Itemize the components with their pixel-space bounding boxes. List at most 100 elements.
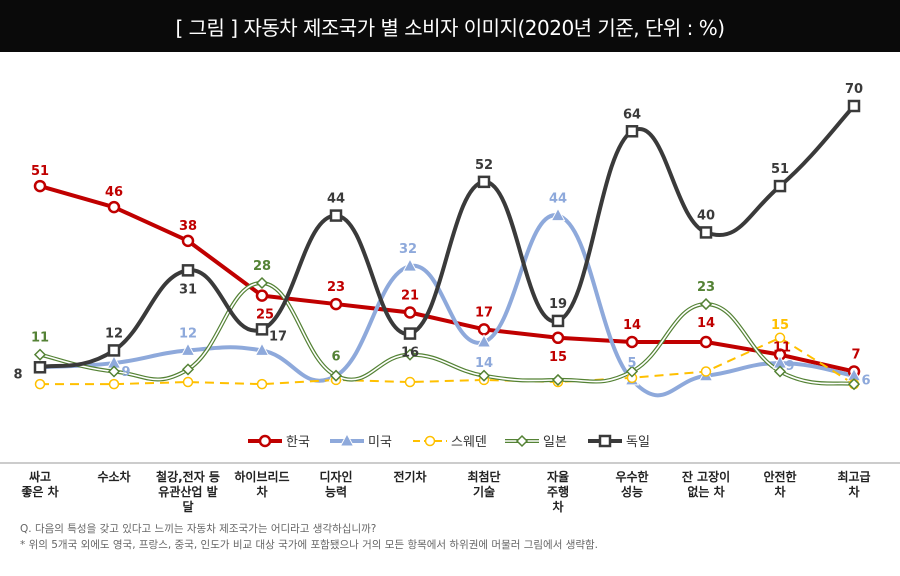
series-0-line [38,184,856,374]
series-1-point-3 [254,342,270,356]
x-tick-label-4: 디자인 능력 [319,469,352,499]
survey-question: Q. 다음의 특성을 갖고 있다고 느끼는 자동차 제조국가는 어디라고 생각하… [20,523,377,535]
legend-item-3-label: 일본 [543,435,567,450]
series-4-point-3 [255,323,269,336]
series-2-point-10 [774,332,786,344]
series-0-point-0 [33,179,47,193]
series-4-point-6 [477,175,491,189]
series-1-label-8: 5 [627,356,636,371]
legend-item-1-label: 미국 [368,435,392,450]
series-4-point-7 [551,314,565,328]
legend-item-4-label: 독일 [626,435,650,450]
series-0-point-8 [625,335,639,349]
x-tick-label-0: 싸고 좋은 차 [21,469,58,499]
series-0-label-0: 51 [31,164,49,179]
series-0-point-6 [477,323,491,336]
series-0-label-4: 23 [327,280,345,295]
series-1-point-5 [402,258,418,272]
series-3-label-4: 6 [331,350,340,365]
legend-item-2-label: 스웨덴 [451,435,487,450]
legend-item-0-marker [258,434,272,448]
series-4-label-9: 40 [697,208,715,223]
series-1-point-2 [180,342,196,356]
series-0-point-1 [107,200,121,214]
x-tick-label-1: 수소차 [97,469,130,484]
series-0-label-5: 21 [401,289,419,304]
series-0-label-3: 25 [256,308,274,323]
series-3-point-10 [773,365,787,378]
series-2-point-9 [700,366,712,377]
legend-item-4-marker [598,434,612,448]
series-3-point-3 [255,276,269,290]
line-chart: 51 46 38 25 23 21 17 15 14 14 11 7 9 12 32 14 44 5 9 6 15 11 2… [0,82,900,514]
data-labels: 51 46 38 25 23 21 17 15 14 14 11 7 9 12 32 14 44 5 9 6 15 11 2… [13,82,870,389]
series-3-label-9: 23 [697,280,715,295]
series-0-point-4 [329,297,343,311]
series-1-label-10: 9 [785,359,794,374]
series-4-label-3: 17 [269,329,287,344]
series-4-label-8: 64 [623,107,641,122]
series-4-point-0 [33,361,47,374]
series-1-label-2: 12 [179,326,197,341]
series-4-point-10 [773,179,787,193]
series-0-label-7: 15 [549,350,567,365]
legend-item-0-label: 한국 [286,435,310,450]
x-tick-label-5: 전기차 [393,469,426,484]
x-tick-label-3: 하이브리드 차 [234,469,289,499]
series-1-line [38,213,856,398]
series-4-label-6: 52 [475,158,493,173]
series-3-point-4 [329,369,343,382]
series-4-line [38,104,856,370]
series-4-point-1 [107,344,121,357]
series-1-label-11: 6 [861,374,870,389]
x-tick-label-9: 잔 고장이 없는 차 [682,469,730,499]
series-1-label-5: 32 [399,242,417,257]
series-0-label-6: 17 [475,305,493,320]
series-lines [38,104,856,398]
series-1-point-6 [476,333,492,348]
series-4-point-9 [699,226,713,239]
x-tick-label-8: 우수한 성능 [615,469,648,499]
series-0-point-3 [255,289,269,302]
series-0-label-10: 11 [773,341,791,356]
series-0-point-9 [699,335,713,349]
series-3-label-0: 11 [31,331,49,346]
series-0-label-11: 7 [851,348,860,363]
series-1-label-6: 14 [475,356,493,371]
legend-item-2-marker [424,435,436,447]
footnotes: Q. 다음의 특성을 갖고 있다고 느끼는 자동차 제조국가는 어디라고 생각하… [20,521,890,553]
series-0-label-9: 14 [697,316,715,331]
series-4-point-8 [625,125,639,138]
x-tick-label-6: 최첨단 기술 [467,469,500,499]
series-0-point-5 [403,306,417,319]
series-3-point-6 [477,369,491,382]
legend-item-1-marker [339,432,355,447]
chart-title: [ 그림 ] 자동차 제조국가 별 소비자 이미지(2020년 기준, 단위 :… [0,0,900,52]
series-2-point-5 [404,376,416,388]
series-2-point-1 [108,378,120,390]
series-4-label-7: 19 [549,297,567,312]
x-tick-label-10: 안전한 차 [763,469,796,499]
series-2-point-0 [34,378,46,390]
series-0-point-2 [181,234,195,248]
series-3-label-3: 28 [253,259,271,274]
x-axis: 싸고 좋은 차 수소차 철강,전자 등 유관산업 발 달 하이브리드 차 디자인 능력 전기차 최첨단… [0,462,900,514]
series-1-label-1: 9 [121,365,130,380]
series-0-point-7 [551,331,565,345]
series-0-label-1: 46 [105,185,123,200]
series-4-label-1: 12 [105,326,123,341]
x-tick-label-7: 자율 주행 차 [547,469,569,514]
series-4-label-0: 8 [13,367,22,382]
series-4-point-5 [403,327,417,340]
series-2-point-2 [182,376,194,388]
footnote-note: * 위의 5개국 외에도 영국, 프랑스, 중국, 인도가 비교 대상 국가에 … [20,539,599,551]
series-4-label-10: 51 [771,162,789,177]
series-3-point-5 [403,348,417,361]
series-2-line [40,336,855,386]
series-4-label-4: 44 [327,192,345,207]
series-markers [32,99,862,391]
series-3-point-1 [107,365,121,378]
series-1-label-7: 44 [549,192,567,207]
series-3-point-11 [847,378,861,391]
